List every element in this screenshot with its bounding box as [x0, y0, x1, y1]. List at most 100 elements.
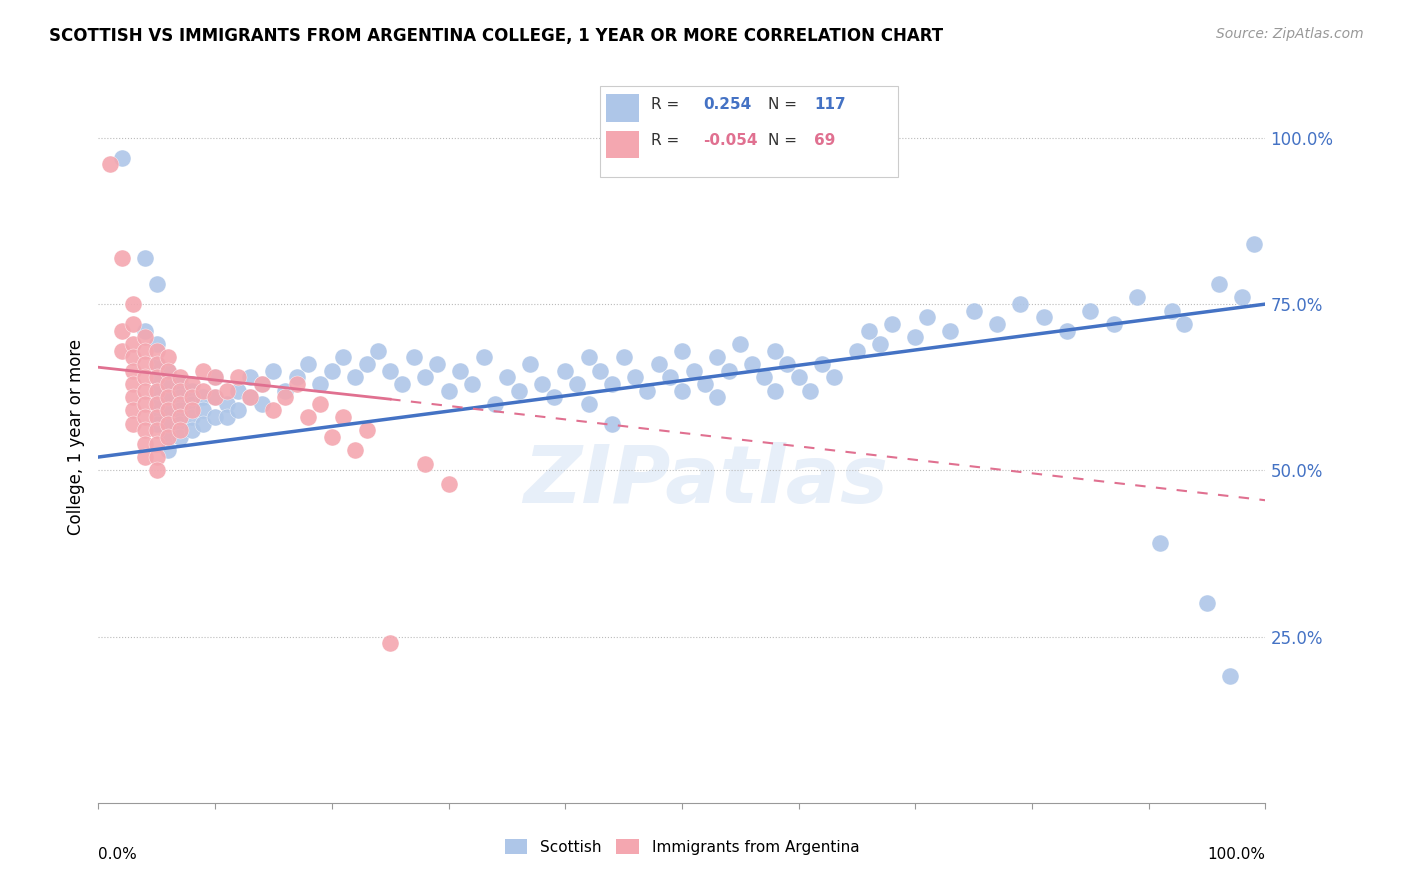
Point [122, 317, 145, 331]
Point [157, 390, 180, 404]
Point [239, 370, 262, 384]
Point [193, 390, 215, 404]
Point [472, 351, 495, 365]
Point [297, 357, 319, 371]
Point [122, 337, 145, 351]
Point [157, 403, 180, 417]
Point [204, 370, 226, 384]
Point [169, 376, 191, 391]
Point [380, 636, 402, 650]
Point [554, 363, 576, 377]
Point [134, 424, 156, 438]
Point [624, 370, 647, 384]
Text: R =: R = [651, 96, 679, 112]
Point [1161, 303, 1184, 318]
Point [134, 450, 156, 464]
Text: 69: 69 [814, 133, 835, 148]
Point [169, 410, 191, 425]
Point [146, 397, 169, 411]
Point [332, 351, 354, 365]
Point [1126, 290, 1149, 304]
Point [204, 370, 226, 384]
Point [880, 317, 903, 331]
Point [1032, 310, 1054, 325]
Point [647, 357, 669, 371]
Point [134, 357, 156, 371]
Point [180, 390, 202, 404]
Point [146, 424, 169, 438]
Point [157, 376, 180, 391]
Point [180, 410, 202, 425]
Point [157, 403, 180, 417]
Text: 117: 117 [814, 96, 846, 112]
Point [1056, 324, 1078, 338]
Point [122, 351, 145, 365]
Point [600, 376, 623, 391]
Point [122, 417, 145, 431]
Point [915, 310, 938, 325]
Point [134, 397, 156, 411]
Point [228, 370, 250, 384]
Point [741, 357, 763, 371]
Point [1010, 297, 1032, 311]
Point [111, 324, 134, 338]
Point [239, 390, 262, 404]
Point [122, 363, 145, 377]
Point [250, 397, 273, 411]
Point [344, 370, 367, 384]
Point [437, 384, 460, 398]
Point [787, 370, 810, 384]
Point [356, 424, 378, 438]
Point [157, 430, 180, 444]
Point [484, 397, 506, 411]
Point [858, 324, 880, 338]
Point [157, 363, 180, 377]
Point [146, 343, 169, 358]
Point [250, 376, 273, 391]
Point [578, 351, 600, 365]
Point [146, 410, 169, 425]
Point [274, 390, 297, 404]
Point [193, 403, 215, 417]
FancyBboxPatch shape [606, 130, 640, 159]
Point [157, 351, 180, 365]
Point [146, 450, 169, 464]
Point [763, 384, 786, 398]
Point [146, 337, 169, 351]
Point [285, 370, 308, 384]
Point [111, 343, 134, 358]
Point [122, 390, 145, 404]
Point [426, 357, 449, 371]
Point [589, 363, 612, 377]
Point [1149, 536, 1171, 550]
Point [146, 384, 169, 398]
Point [763, 343, 786, 358]
Point [146, 384, 169, 398]
Point [169, 384, 191, 398]
Point [146, 370, 169, 384]
Point [600, 417, 623, 431]
Point [671, 384, 693, 398]
Point [169, 430, 191, 444]
Point [717, 363, 740, 377]
Point [111, 151, 134, 165]
Point [706, 351, 728, 365]
Point [344, 443, 367, 458]
Text: R =: R = [651, 133, 679, 148]
Point [565, 376, 588, 391]
Point [134, 324, 156, 338]
Point [413, 457, 436, 471]
Point [146, 357, 169, 371]
Point [356, 357, 378, 371]
Point [250, 376, 273, 391]
Point [1173, 317, 1195, 331]
Point [1080, 303, 1102, 318]
Point [169, 370, 191, 384]
Point [228, 403, 250, 417]
Text: 0.254: 0.254 [703, 96, 752, 112]
Point [180, 376, 202, 391]
Point [146, 463, 169, 477]
Point [180, 384, 202, 398]
Point [111, 251, 134, 265]
Point [437, 476, 460, 491]
